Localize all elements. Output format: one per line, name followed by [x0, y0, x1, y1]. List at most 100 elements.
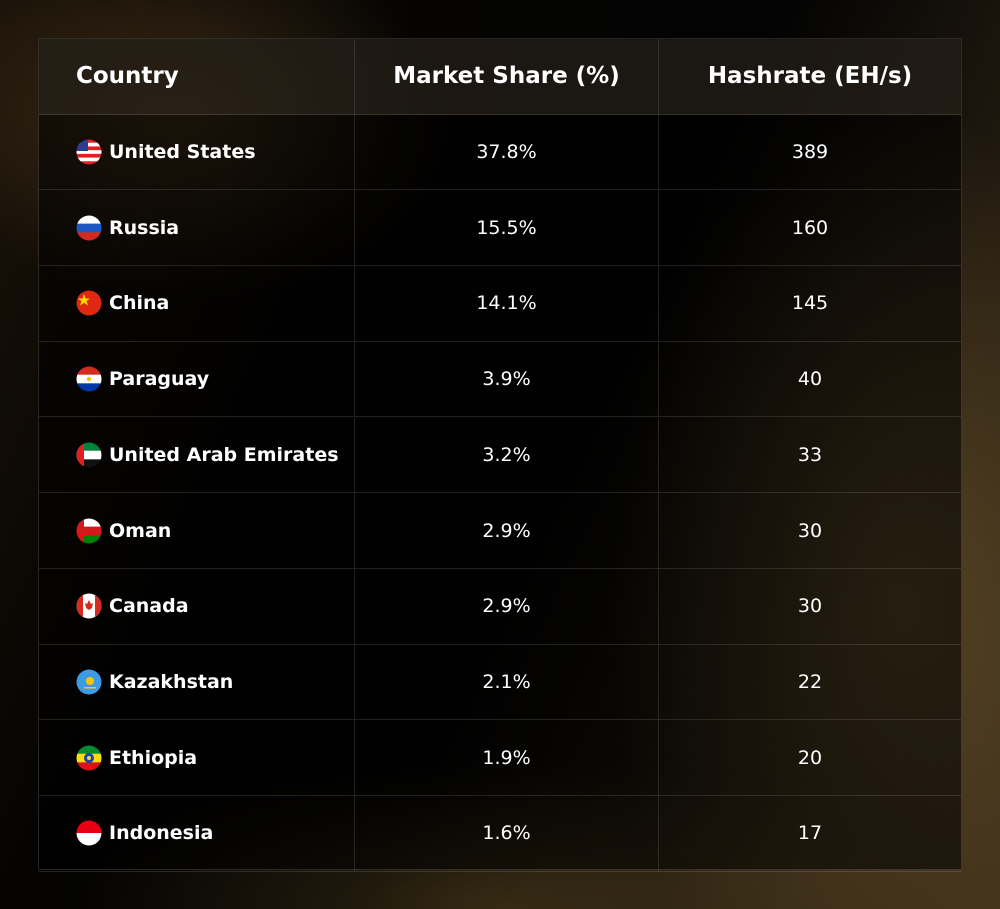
value-cell: 40: [658, 341, 961, 417]
flag-icon: [76, 442, 102, 451]
cell-value: 14.1%: [476, 292, 537, 315]
value-cell: 17: [658, 796, 961, 871]
flag-icon: [76, 366, 102, 392]
flag-icon: [78, 294, 90, 306]
country-name: Russia: [109, 216, 180, 239]
country-name: Kazakhstan: [109, 670, 234, 693]
flag-icon: [76, 459, 102, 468]
flag-icon: [76, 593, 102, 619]
country-name: Indonesia: [109, 822, 214, 845]
flag-icon: [76, 745, 102, 771]
country-cell: Russia: [39, 190, 354, 265]
flag-icon: [76, 442, 84, 468]
flag-icon: [76, 139, 102, 165]
flag-icon: [76, 139, 88, 152]
flag-icon: [76, 820, 102, 846]
country-cell: Kazakhstan: [39, 645, 354, 720]
flag-icon: [76, 383, 102, 392]
cell-value: 3.2%: [482, 443, 531, 466]
table-row: Canada 2.9% 30: [39, 568, 961, 645]
country-cell: United States: [39, 115, 354, 190]
country-cell: Canada: [39, 569, 354, 644]
value-cell: 1.9%: [354, 720, 658, 795]
table-row: Russia 15.5% 160: [39, 190, 961, 267]
country-name: Ethiopia: [109, 746, 198, 769]
value-cell: 2.9%: [354, 568, 658, 644]
value-cell: 37.8%: [354, 114, 658, 190]
flag-icon: [76, 820, 102, 834]
value-cell: 30: [658, 568, 961, 644]
cell-value: 160: [791, 216, 829, 239]
header-cell: Country: [76, 63, 179, 90]
cell-value: 30: [797, 519, 823, 542]
cell-value: 30: [797, 595, 823, 618]
cell-value: 37.8%: [476, 141, 537, 164]
flag-icon: [84, 686, 96, 689]
flag-icon: [76, 366, 102, 376]
flag-icon: [76, 518, 84, 544]
table-row: China 14.1% 145: [39, 266, 961, 342]
value-cell: 20: [658, 720, 961, 795]
country-name: United States: [109, 141, 256, 164]
value-cell: 1.6%: [354, 796, 658, 871]
flag-icon: [76, 142, 102, 147]
flag-icon: [76, 534, 102, 544]
country-cell: Ethiopia: [39, 720, 354, 795]
flag-icon: [76, 215, 102, 241]
cell-value: 389: [791, 141, 829, 164]
flag-icon: [76, 450, 102, 460]
flag-icon: [76, 669, 102, 695]
flag-icon: [76, 669, 102, 695]
flag-icon: [76, 139, 102, 143]
table-row: United States 37.8% 389: [39, 114, 961, 191]
value-cell: 2.9%: [354, 493, 658, 568]
flag-icon: [76, 442, 102, 468]
country-name: Paraguay: [109, 368, 210, 391]
flag-icon: [76, 139, 102, 165]
cell-value: 22: [797, 670, 823, 693]
flag-icon: [76, 593, 102, 619]
flag-icon: [76, 150, 102, 155]
value-cell: 33: [658, 417, 961, 493]
value-cell: 145: [658, 266, 961, 341]
cell-value: 15.5%: [476, 216, 537, 239]
flag-icon: [76, 290, 102, 316]
flag-icon: [76, 593, 83, 619]
table-row: Paraguay 3.9% 40: [39, 341, 961, 418]
flag-icon: [86, 376, 92, 382]
flag-icon: [85, 600, 93, 611]
flag-icon: [76, 761, 102, 771]
value-cell: 3.9%: [354, 341, 658, 417]
flag-icon: [76, 232, 102, 241]
flag-icon: [76, 215, 102, 241]
table-row: Indonesia 1.6% 17: [39, 796, 961, 872]
flag-icon: [76, 215, 102, 224]
flag-icon: [86, 676, 94, 685]
flag-icon: [76, 146, 102, 151]
flag-icon: [76, 518, 102, 527]
value-cell: 22: [658, 644, 961, 720]
country-cell: Indonesia: [39, 796, 354, 871]
cell-value: 2.9%: [482, 519, 531, 542]
header-row: Country Market Share (%) Hashrate (EH/s): [39, 39, 961, 115]
flag-icon: [76, 290, 102, 316]
value-cell: 30: [658, 493, 961, 568]
cell-value: 1.6%: [482, 822, 531, 845]
flag-icon: [76, 518, 102, 544]
cell-value: 33: [797, 443, 823, 466]
country-name: United Arab Emirates: [109, 443, 339, 466]
cell-value: 2.1%: [482, 670, 531, 693]
flag-icon: [76, 745, 102, 754]
country-cell: Paraguay: [39, 342, 354, 417]
table-row: Oman 2.9% 30: [39, 493, 961, 569]
flag-icon: [76, 153, 102, 158]
cell-value: 3.9%: [482, 368, 531, 391]
table-row: United Arab Emirates 3.2% 33: [39, 417, 961, 494]
value-cell: 3.2%: [354, 417, 658, 493]
table-row: Ethiopia 1.9% 20: [39, 720, 961, 796]
flag-icon: [76, 820, 102, 846]
cell-value: 1.9%: [482, 746, 531, 769]
flag-icon: [76, 745, 102, 771]
country-cell: Oman: [39, 493, 354, 568]
